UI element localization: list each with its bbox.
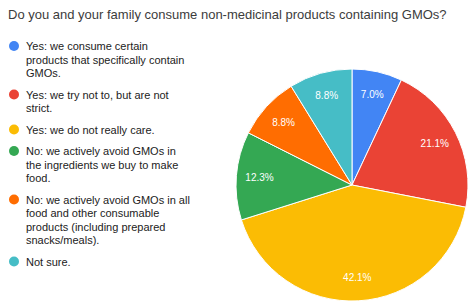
legend-entry: Not sure. <box>26 256 71 268</box>
background <box>0 0 475 304</box>
legend-line: products (including prepared <box>26 221 165 233</box>
legend-line: snacks/meals). <box>26 234 99 246</box>
legend-entry: No: we actively avoid GMOs in the ingredi… <box>26 145 178 184</box>
legend-line: Not sure. <box>26 256 71 268</box>
legend-entry: Yes: we consume certain products that spe… <box>26 40 184 79</box>
data-label: 8.8% <box>315 90 338 101</box>
legend-line: products that specifically contain <box>26 54 184 66</box>
legend-line: strict. <box>26 102 52 114</box>
data-label: 12.3% <box>245 172 273 183</box>
chart: Do you and your family consume non-medic… <box>0 0 475 304</box>
slice <box>291 69 352 185</box>
title: Do you and your family consume non-medic… <box>8 7 447 22</box>
data-label: 21.1% <box>421 138 449 149</box>
legend-line: GMOs. <box>26 67 61 79</box>
legend-line: food and other consumable <box>26 207 159 219</box>
legend-line: the ingredients we buy to make <box>26 159 178 171</box>
legend-swatch <box>9 257 19 267</box>
legend-entry: No: we actively avoid GMOs in allfood an… <box>26 194 190 247</box>
data-label: 42.1% <box>343 272 371 283</box>
legend-line: Yes: we try not to, but are not <box>26 89 169 101</box>
legend: Yes: we consume certain products that spe… <box>9 40 190 268</box>
data-label: 8.8% <box>272 117 295 128</box>
legend-line: food. <box>26 172 50 184</box>
legend-swatch <box>9 90 19 100</box>
legend-entry: Yes: we do not really care. <box>26 124 155 136</box>
legend-line: Yes: we do not really care. <box>26 124 155 136</box>
pie: 7.0% 21.1% 42.1% 12.3% 8.8% 8.8% <box>236 69 468 301</box>
legend-line: Yes: we consume certain <box>26 40 148 52</box>
data-label: 7.0% <box>361 89 384 100</box>
legend-swatch <box>9 125 19 135</box>
legend-swatch <box>9 41 19 51</box>
legend-swatch <box>9 146 19 156</box>
legend-swatch <box>9 195 19 205</box>
legend-line: No: we actively avoid GMOs in all <box>26 194 190 206</box>
legend-entry: Yes: we try not to, but are notstrict. <box>26 89 169 115</box>
legend-line: No: we actively avoid GMOs in <box>26 145 176 157</box>
